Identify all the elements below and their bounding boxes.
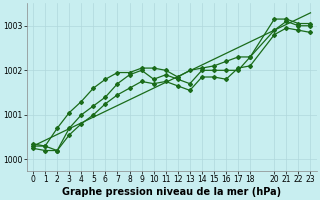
X-axis label: Graphe pression niveau de la mer (hPa): Graphe pression niveau de la mer (hPa) [62, 187, 281, 197]
